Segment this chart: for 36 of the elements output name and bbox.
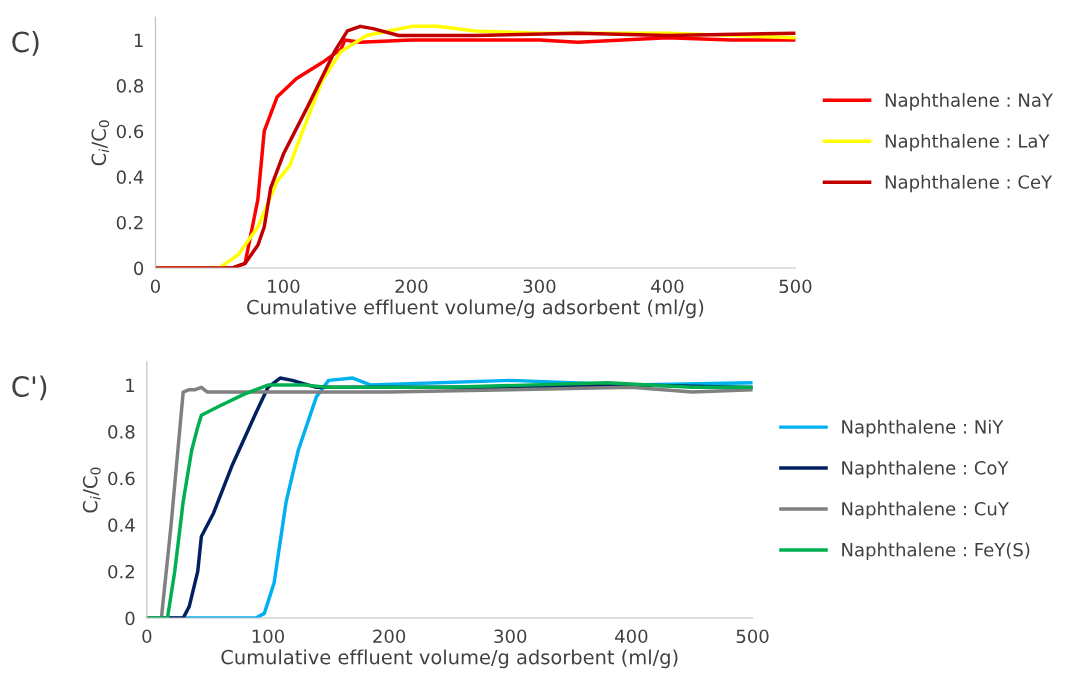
- x-tick-label: 100: [268, 279, 300, 294]
- y-tick-label: 0.2: [116, 215, 143, 230]
- y-tick-label: 0.4: [116, 170, 144, 184]
- legend-label: Naphthalene : NiY: [842, 419, 1004, 438]
- x-axis-title: Cumulative effluent volume/g adsorbent (ml/g): [221, 649, 678, 669]
- y-axis-title: C$_{i}$/C$_{0}$: [82, 467, 101, 513]
- x-tick-label: 100: [252, 629, 285, 644]
- y-tick-label: 0.6: [116, 124, 144, 139]
- y-tick-label: 0: [125, 611, 135, 626]
- x-tick-label: 300: [523, 279, 556, 294]
- y-tick-label: 0.8: [108, 425, 135, 439]
- x-tick-label: 400: [651, 279, 684, 294]
- y-tick-label: 0.8: [116, 79, 144, 93]
- x-tick-label: 300: [494, 629, 527, 644]
- y-tick-label: 0: [134, 261, 144, 276]
- legend-label: Naphthalene : CuY: [842, 501, 1009, 520]
- x-tick-label: 500: [736, 629, 769, 644]
- y-tick-label: 0.6: [108, 471, 135, 486]
- text: C'): [12, 375, 47, 401]
- x-axis-title: Cumulative effluent volume/g adsorbent (ml/g): [247, 299, 704, 319]
- y-tick-label: 1: [134, 33, 143, 47]
- legend-label: Naphthalene : CeY: [885, 174, 1053, 193]
- text: C): [12, 31, 39, 56]
- x-tick-label: 400: [615, 629, 648, 644]
- legend-label: Naphthalene : NaY: [885, 92, 1053, 111]
- x-tick-label: 200: [373, 629, 406, 644]
- y-tick-label: 0.4: [108, 518, 135, 532]
- y-axis-title: C$_{i}$/C$_{0}$: [91, 120, 110, 166]
- legend-label: Naphthalene : LaY: [885, 133, 1050, 152]
- y-tick-label: 1: [126, 378, 135, 392]
- legend-label: Naphthalene : FeY(S): [842, 542, 1030, 561]
- legend-label: Naphthalene : CoY: [842, 460, 1009, 479]
- x-tick-label: 200: [395, 279, 428, 294]
- y-tick-label: 0.2: [108, 564, 134, 579]
- x-tick-label: 500: [779, 279, 812, 294]
- x-tick-label: 0: [150, 279, 160, 294]
